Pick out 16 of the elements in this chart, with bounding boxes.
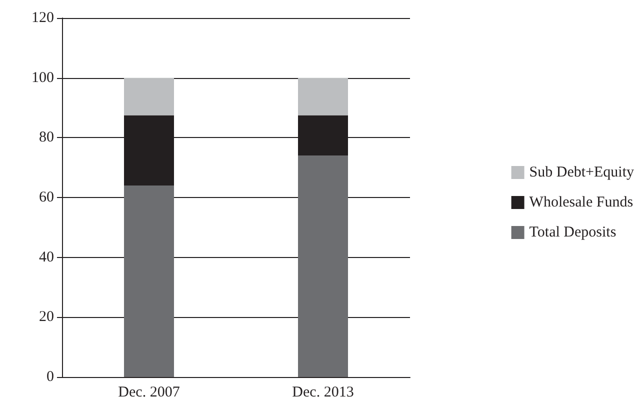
y-tick-label: 40 [39, 249, 54, 266]
x-tick-label: Dec. 2007 [118, 384, 180, 400]
y-tick-label: 0 [46, 369, 54, 385]
y-tick-label: 20 [39, 309, 54, 326]
legend-label: Wholesale Funds [529, 194, 634, 210]
bar [298, 156, 348, 377]
bar [124, 186, 174, 377]
legend-label: Sub Debt+Equity [529, 164, 634, 180]
y-tick-label: 100 [32, 70, 54, 86]
y-tick-label: 60 [39, 190, 54, 206]
y-tick-label: 120 [32, 10, 54, 26]
x-tick-label: Dec. 2013 [292, 384, 354, 400]
bar [298, 78, 348, 116]
y-tick-label: 80 [39, 130, 54, 146]
legend-label: Total Deposits [529, 224, 616, 240]
bar [124, 78, 174, 116]
